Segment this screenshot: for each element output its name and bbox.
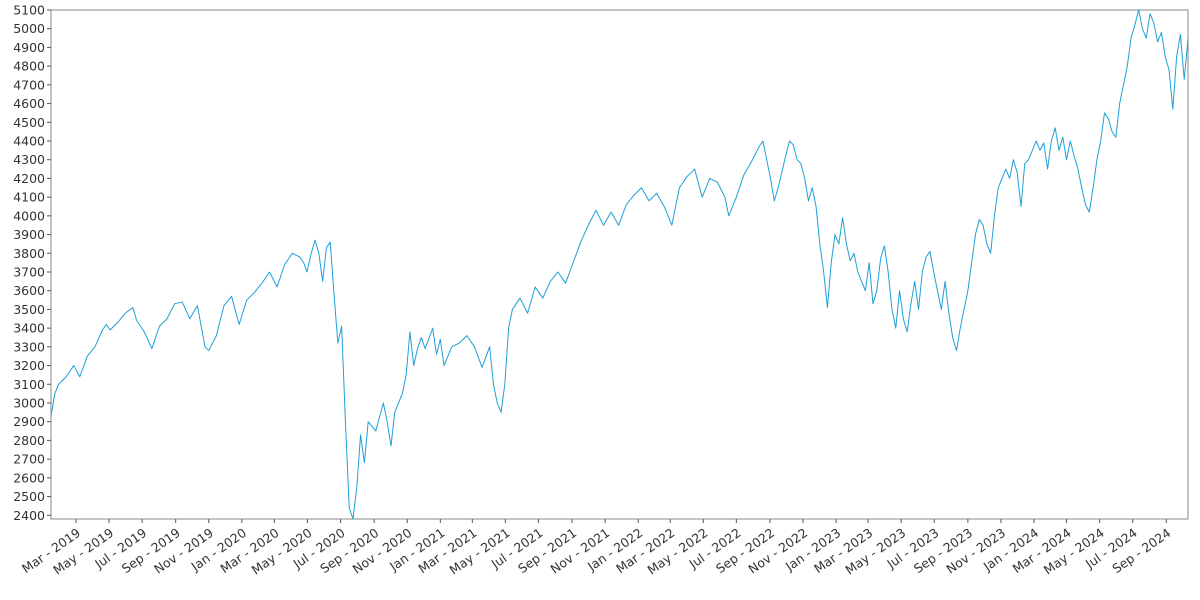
y-tick-label: 2800	[13, 433, 45, 448]
y-tick-label: 2900	[13, 414, 45, 429]
y-tick-label: 3400	[13, 321, 45, 336]
y-tick-label: 3200	[13, 358, 45, 373]
y-tick-label: 5100	[13, 3, 45, 18]
y-tick-label: 4800	[13, 59, 45, 74]
y-tick-label: 4300	[13, 152, 45, 167]
y-tick-label: 4700	[13, 77, 45, 92]
y-tick-label: 3800	[13, 246, 45, 261]
y-tick-label: 2500	[13, 489, 45, 504]
y-axis: 2400 2500 2600 2700 2800 2900 3000 3100 3200 3300…	[13, 3, 51, 523]
y-tick-label: 4400	[13, 133, 45, 148]
y-tick-label: 4200	[13, 171, 45, 186]
y-tick-label: 4900	[13, 40, 45, 55]
y-tick-label: 2600	[13, 470, 45, 485]
series-line-0	[50, 9, 1189, 520]
y-tick-label: 4100	[13, 190, 45, 205]
plot-area	[50, 9, 1189, 520]
y-tick-label: 4600	[13, 96, 45, 111]
y-tick-label: 2700	[13, 452, 45, 467]
y-tick-label: 2400	[13, 508, 45, 523]
y-tick-label: 3900	[13, 227, 45, 242]
y-tick-label: 3100	[13, 377, 45, 392]
y-tick-label: 3300	[13, 339, 45, 354]
y-tick-label: 4500	[13, 115, 45, 130]
y-tick-label: 5000	[13, 21, 45, 36]
y-tick-label: 3600	[13, 283, 45, 298]
y-tick-label: 3000	[13, 395, 45, 410]
y-tick-label: 3700	[13, 264, 45, 279]
series-layer	[50, 9, 1189, 520]
y-tick-label: 3500	[13, 302, 45, 317]
y-tick-label: 4000	[13, 208, 45, 223]
